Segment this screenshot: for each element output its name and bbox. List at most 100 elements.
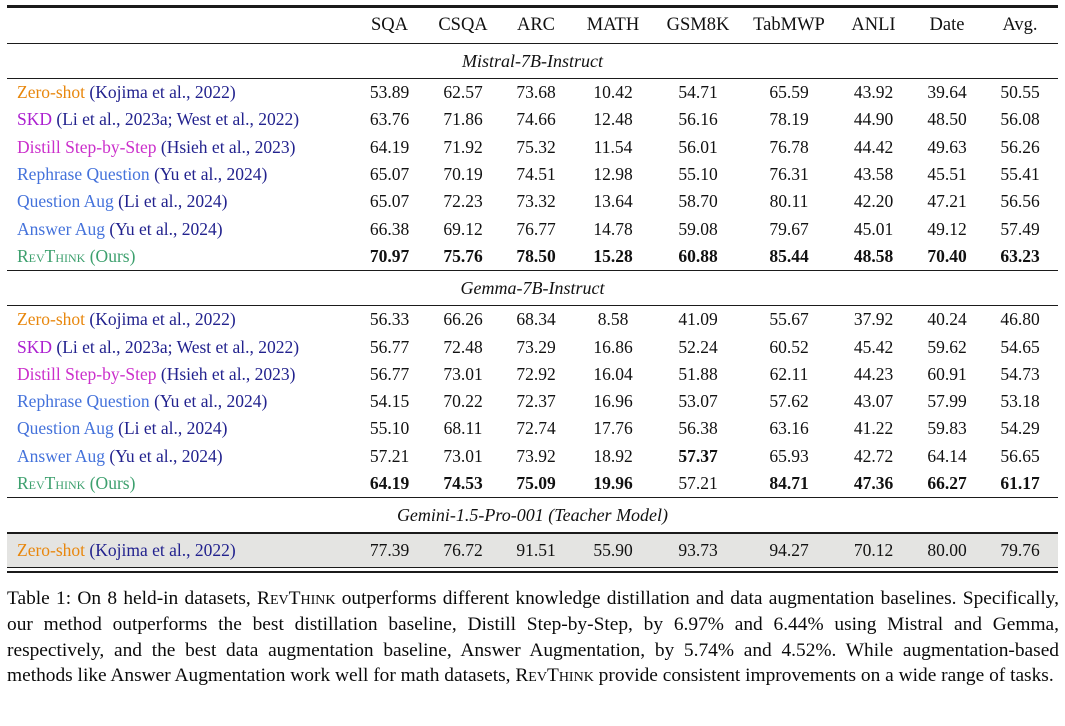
score-cell: 39.64 <box>927 82 967 103</box>
score-cell: 68.34 <box>516 309 556 330</box>
model-section-title: Mistral-7B-Instruct <box>7 43 1058 79</box>
score-cell: 74.51 <box>516 164 556 185</box>
score-cell: 59.83 <box>927 418 967 439</box>
citation-link[interactable]: (Hsieh et al., 2023) <box>160 136 296 157</box>
score-cell: 84.71 <box>743 469 835 499</box>
method-cell: Distill Step-by-Step (Hsieh et al., 2023… <box>7 134 352 161</box>
caption-text: provide consistent improvements on a wid… <box>593 665 1054 687</box>
score-cell: 57.49 <box>1000 218 1040 239</box>
score-cell: 37.92 <box>853 309 894 330</box>
citation-link[interactable]: (Yu et al., 2024) <box>109 445 223 466</box>
citation-link[interactable]: (Li et al., 2024) <box>118 191 228 212</box>
score-cell: 72.23 <box>443 191 483 212</box>
score-cell: 55.10 <box>369 418 410 439</box>
score-cell: 77.39 <box>352 532 427 569</box>
caption-text: Table 1: On 8 held-in datasets, <box>7 588 258 609</box>
score-cell: 72.92 <box>516 363 556 384</box>
score-cell: 16.04 <box>593 363 633 384</box>
score-cell: 42.20 <box>853 191 894 212</box>
score-cell: 63.23 <box>982 242 1058 272</box>
score-cell: 57.99 <box>927 391 967 412</box>
score-cell: 8.58 <box>597 309 629 330</box>
score-cell: 41.22 <box>853 418 894 439</box>
score-cell: 47.36 <box>835 469 912 499</box>
results-table: SQA CSQA ARC MATH GSM8K TabMWP ANLI Date Avg. Mi… <box>7 5 1058 569</box>
score-cell: 55.67 <box>769 309 809 330</box>
score-cell: 76.31 <box>769 164 809 185</box>
score-cell: 91.51 <box>499 532 573 569</box>
table-row: Zero-shot (Kojima et al., 2022) 77.39 76.7… <box>7 532 1058 569</box>
score-cell: 75.76 <box>427 242 499 272</box>
score-cell: 65.93 <box>769 445 809 466</box>
score-cell: 56.56 <box>1000 191 1040 212</box>
column-header: ARC <box>499 6 573 44</box>
method-label: RevThink <box>17 473 86 493</box>
citation-link[interactable]: (Kojima et al., 2022) <box>89 540 236 561</box>
method-label: Zero-shot <box>17 309 86 330</box>
method-label: Distill Step-by-Step <box>17 363 157 384</box>
column-header: Date <box>912 6 982 44</box>
method-cell: RevThink (Ours) <box>7 469 352 499</box>
score-cell: 56.33 <box>369 309 410 330</box>
score-cell: 63.76 <box>369 109 410 130</box>
citation-link[interactable]: (Yu et al., 2024) <box>154 164 268 185</box>
column-header: ANLI <box>835 6 912 44</box>
score-cell: 59.08 <box>678 218 718 239</box>
method-label: SKD <box>17 336 53 357</box>
column-header: MATH <box>573 6 653 44</box>
column-header: GSM8K <box>653 6 743 44</box>
score-cell: 50.55 <box>1000 82 1040 103</box>
score-cell: 65.07 <box>369 164 410 185</box>
score-cell: 42.72 <box>853 445 894 466</box>
score-cell: 49.63 <box>927 136 967 157</box>
citation-link[interactable]: (Yu et al., 2024) <box>154 391 268 412</box>
method-column-header-blank <box>7 6 352 44</box>
score-cell: 12.48 <box>593 109 633 130</box>
score-cell: 64.14 <box>927 445 967 466</box>
score-cell: 75.32 <box>516 136 556 157</box>
method-label: Question Aug <box>17 418 114 439</box>
caption-method-name: RevThink <box>515 665 594 687</box>
score-cell: 43.58 <box>853 164 894 185</box>
score-cell: 54.71 <box>678 82 718 103</box>
score-cell: 70.12 <box>835 532 912 569</box>
score-cell: 73.29 <box>516 336 556 357</box>
score-cell: 70.97 <box>352 242 427 272</box>
citation-link[interactable]: (Ours) <box>89 245 136 266</box>
citation-link[interactable]: (Hsieh et al., 2023) <box>160 363 296 384</box>
score-cell: 18.92 <box>593 445 633 466</box>
table-row: Rephrase Question (Yu et al., 2024) 65.07… <box>7 161 1058 188</box>
method-cell: RevThink (Ours) <box>7 242 352 272</box>
column-header: TabMWP <box>743 6 835 44</box>
score-cell: 54.65 <box>1000 336 1040 357</box>
table-bottom-rule <box>7 571 1058 574</box>
citation-link[interactable]: (Kojima et al., 2022) <box>89 309 236 330</box>
method-label: Rephrase Question <box>17 164 150 185</box>
citation-link[interactable]: (Li et al., 2024) <box>118 418 228 439</box>
table-row: SKD (Li et al., 2023a; West et al., 2022… <box>7 333 1058 360</box>
score-cell: 49.12 <box>927 218 967 239</box>
score-cell: 54.29 <box>1000 418 1040 439</box>
model-section-title: Gemini-1.5-Pro-001 (Teacher Model) <box>7 497 1058 534</box>
method-cell: Distill Step-by-Step (Hsieh et al., 2023… <box>7 361 352 388</box>
citation-link[interactable]: (Li et al., 2023a; West et al., 2022) <box>56 336 300 357</box>
score-cell: 66.27 <box>912 469 982 499</box>
score-cell: 54.15 <box>369 391 410 412</box>
score-cell: 13.64 <box>593 191 633 212</box>
score-cell: 75.09 <box>499 469 573 499</box>
citation-link[interactable]: (Yu et al., 2024) <box>109 218 223 239</box>
citation-link[interactable]: (Li et al., 2023a; West et al., 2022) <box>56 109 300 130</box>
score-cell: 76.77 <box>516 218 556 239</box>
score-cell: 56.38 <box>678 418 718 439</box>
citation-link[interactable]: (Kojima et al., 2022) <box>89 82 236 103</box>
score-cell: 65.59 <box>769 82 809 103</box>
score-cell: 73.01 <box>443 445 483 466</box>
score-cell: 46.80 <box>1000 309 1040 330</box>
method-label: Rephrase Question <box>17 391 150 412</box>
score-cell: 53.18 <box>1000 391 1040 412</box>
score-cell: 43.92 <box>853 82 894 103</box>
citation-link[interactable]: (Ours) <box>89 473 136 493</box>
score-cell: 79.67 <box>769 218 809 239</box>
score-cell: 54.73 <box>1000 363 1040 384</box>
